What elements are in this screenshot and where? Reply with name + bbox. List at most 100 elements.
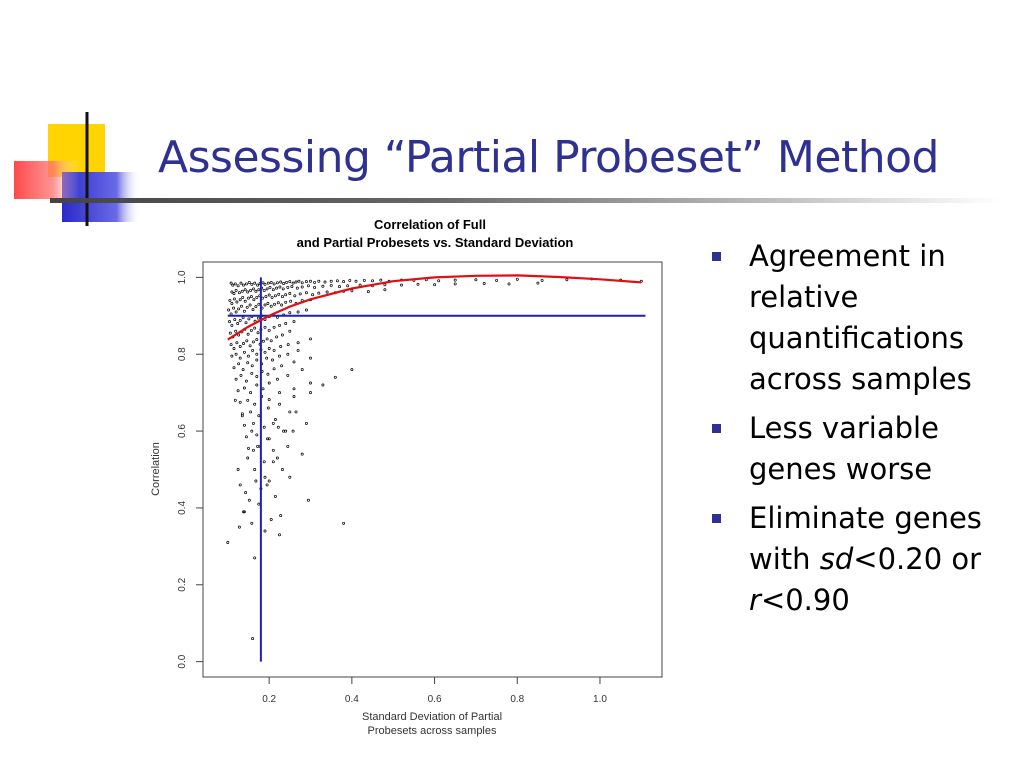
data-point <box>250 282 254 286</box>
bullet-square-icon <box>712 424 721 433</box>
data-point <box>272 367 276 371</box>
data-point <box>243 299 247 303</box>
bullet-square-icon <box>712 514 721 523</box>
data-point <box>239 281 243 285</box>
data-point <box>400 283 403 287</box>
data-point <box>273 418 277 421</box>
data-point <box>416 282 420 286</box>
data-point <box>255 358 259 362</box>
data-point <box>251 340 255 344</box>
data-point <box>249 391 253 395</box>
data-point <box>329 283 333 287</box>
data-point <box>265 356 269 360</box>
data-point <box>236 468 240 471</box>
data-point <box>346 284 350 288</box>
data-point <box>482 282 486 285</box>
data-point <box>247 317 251 321</box>
data-point <box>286 343 290 347</box>
data-point <box>262 288 266 292</box>
data-point <box>280 295 284 299</box>
data-point <box>540 278 544 282</box>
data-point <box>290 285 294 289</box>
data-point <box>248 303 252 307</box>
data-point <box>246 332 250 336</box>
data-point <box>233 318 237 322</box>
data-point <box>257 288 261 292</box>
data-point <box>228 331 232 335</box>
data-point <box>236 284 240 288</box>
data-point <box>453 282 457 286</box>
data-point <box>250 364 254 368</box>
data-point <box>229 312 233 316</box>
data-point <box>253 281 257 285</box>
data-point <box>286 444 290 448</box>
data-point <box>321 284 325 288</box>
y-tick-label: 0.4 <box>177 501 188 515</box>
data-point <box>289 299 293 303</box>
data-point <box>237 362 241 366</box>
x-tick-label: 0.8 <box>510 694 524 705</box>
data-point <box>240 414 244 418</box>
data-point <box>262 460 266 464</box>
data-point <box>271 448 275 452</box>
data-point <box>277 292 281 296</box>
data-point <box>235 300 239 304</box>
data-point <box>244 321 248 325</box>
data-point <box>261 339 265 343</box>
data-point <box>342 521 346 525</box>
data-point <box>255 295 259 299</box>
data-point <box>275 335 279 339</box>
data-point <box>309 356 312 360</box>
data-point <box>309 337 312 341</box>
data-point <box>263 282 267 286</box>
data-point <box>278 391 281 395</box>
data-point <box>298 292 302 296</box>
data-point <box>235 341 239 345</box>
data-point <box>350 289 354 293</box>
data-point <box>249 328 253 332</box>
data-point <box>296 348 300 352</box>
data-point <box>317 291 321 295</box>
data-point <box>242 510 246 514</box>
data-point <box>250 429 254 433</box>
bullet-item: Less variable genes worse <box>712 408 1012 490</box>
data-point <box>255 352 259 356</box>
data-point <box>238 356 242 360</box>
data-point <box>306 498 310 502</box>
data-point <box>271 288 275 292</box>
data-point <box>234 329 238 333</box>
data-point <box>279 345 283 348</box>
data-point <box>252 298 256 302</box>
data-point <box>246 290 250 294</box>
data-point <box>268 285 272 289</box>
data-point <box>255 375 259 378</box>
data-point <box>313 285 317 289</box>
data-point <box>263 325 267 329</box>
data-point <box>265 337 269 341</box>
data-point <box>266 437 269 441</box>
data-point <box>230 354 234 358</box>
data-point <box>256 316 260 320</box>
bullet-square-icon <box>712 252 721 261</box>
data-point <box>251 287 255 291</box>
data-point <box>342 280 346 284</box>
data-point <box>273 302 276 306</box>
y-tick-label: 0.8 <box>177 347 188 361</box>
fit-curve-group <box>227 274 642 341</box>
data-point <box>247 296 250 300</box>
data-point <box>267 437 271 441</box>
data-point <box>234 377 238 381</box>
data-point <box>354 279 358 283</box>
data-point <box>366 290 370 294</box>
y-axis: 0.0 0.2 0.4 0.6 0.8 1.0 <box>177 270 203 669</box>
data-point <box>256 444 260 448</box>
data-point <box>237 525 241 529</box>
data-point <box>229 281 233 285</box>
data-point <box>284 293 288 297</box>
data-point <box>238 318 242 322</box>
data-point <box>266 302 270 305</box>
data-point <box>437 279 441 283</box>
y-tick-label: 0.0 <box>177 654 188 668</box>
data-point <box>244 282 248 286</box>
data-point <box>282 282 286 285</box>
